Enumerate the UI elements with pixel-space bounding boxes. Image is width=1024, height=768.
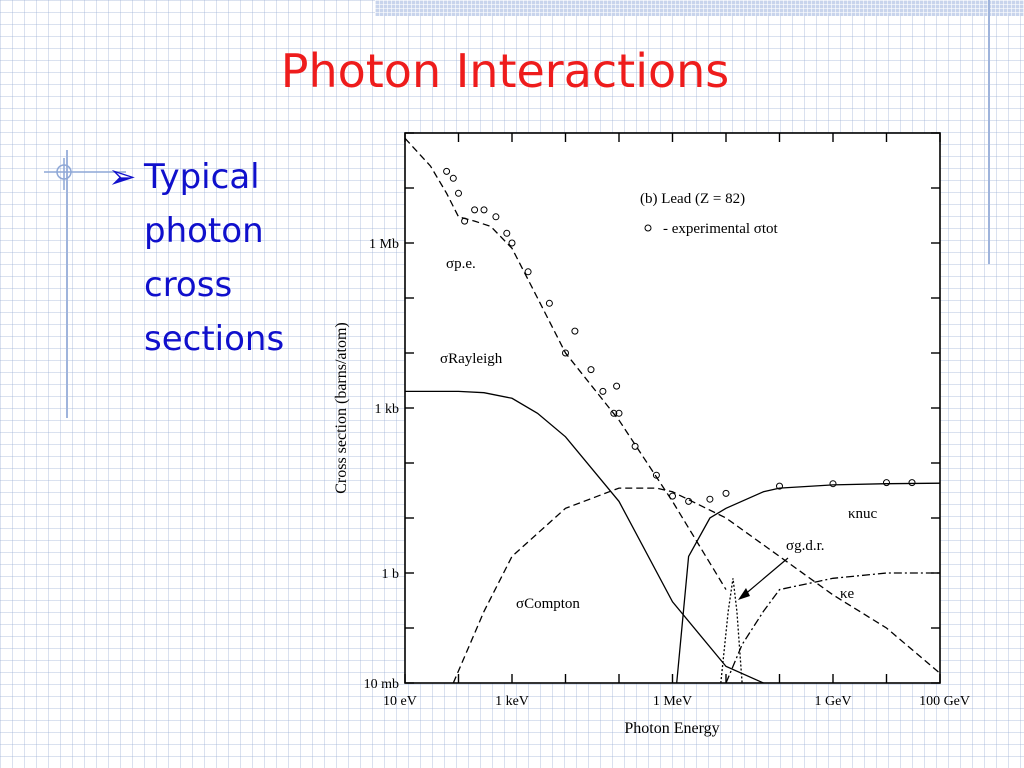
experimental-point bbox=[562, 349, 569, 357]
experimental-point bbox=[883, 479, 890, 487]
series-line bbox=[404, 137, 727, 590]
y-tick-label: 10 mb bbox=[364, 677, 399, 692]
x-tick-label: 10 eV bbox=[383, 694, 417, 709]
experimental-point bbox=[613, 382, 621, 390]
legend-marker bbox=[644, 224, 652, 232]
gdr-pointer-arrowhead bbox=[738, 588, 750, 600]
experimental-point bbox=[776, 482, 783, 490]
experimental-point bbox=[503, 229, 511, 237]
series-line bbox=[676, 482, 941, 684]
experimental-point bbox=[492, 213, 500, 221]
experimental-point bbox=[685, 497, 693, 505]
series-line bbox=[452, 487, 941, 684]
y-axis-title: Cross section (barns/atom) bbox=[333, 322, 350, 494]
bullet-list: ➢ Typical photon cross sections bbox=[40, 140, 330, 380]
gdr-pointer-arrow bbox=[742, 557, 789, 597]
slide-title: Photon Interactions bbox=[280, 44, 730, 98]
experimental-point bbox=[524, 268, 532, 276]
experimental-point bbox=[615, 409, 623, 417]
experimental-point bbox=[599, 387, 607, 395]
series-line bbox=[405, 390, 764, 684]
circle-crosshair-icon bbox=[44, 158, 126, 190]
bullet-line: sections bbox=[144, 319, 285, 359]
decorative-right-line bbox=[988, 0, 990, 264]
x-tick-label: 1 keV bbox=[495, 694, 529, 709]
decorative-top-band bbox=[375, 0, 1024, 16]
annotation-ke: κe bbox=[840, 586, 855, 602]
experimental-point bbox=[706, 495, 714, 503]
y-tick-label: 1 b bbox=[382, 567, 400, 582]
experimental-point bbox=[471, 206, 479, 214]
bullet-line: cross bbox=[144, 265, 233, 305]
y-tick-label: 1 Mb bbox=[369, 237, 399, 252]
y-tick-label: 1 kb bbox=[375, 402, 400, 417]
annotation-gdr: σg.d.r. bbox=[786, 538, 825, 554]
experimental-point bbox=[480, 206, 488, 214]
experimental-point bbox=[587, 366, 595, 374]
experimental-point bbox=[508, 239, 516, 247]
legend-entry: - experimental σtot bbox=[663, 221, 779, 237]
x-axis-title: Photon Energy bbox=[624, 720, 719, 737]
annotation-pe: σp.e. bbox=[446, 256, 476, 272]
bullet-line: Typical bbox=[144, 157, 260, 197]
bullet-text: Typical photon cross sections bbox=[144, 150, 334, 366]
arrow-bullet-icon: ➢ bbox=[108, 158, 137, 196]
experimental-point bbox=[669, 492, 676, 500]
x-tick-label: 1 GeV bbox=[815, 694, 852, 709]
panel-label: (b) Lead (Z = 82) bbox=[640, 191, 745, 207]
experimental-point bbox=[449, 174, 457, 182]
chart-svg: 10 eV 1 keV 1 MeV 1 GeV 100 GeV 1 Mb 1 kb 1 b 10… bbox=[333, 132, 970, 737]
experimental-point bbox=[455, 189, 462, 197]
experimental-point bbox=[545, 299, 553, 307]
experimental-point bbox=[652, 471, 660, 479]
experimental-point bbox=[461, 217, 469, 225]
experimental-point bbox=[829, 480, 837, 488]
annotation-rayleigh: σRayleigh bbox=[440, 351, 503, 367]
bullet-line: photon bbox=[144, 211, 264, 251]
cross-section-chart: 10 eV 1 keV 1 MeV 1 GeV 100 GeV 1 Mb 1 kb 1 b 10… bbox=[318, 118, 978, 748]
experimental-point bbox=[631, 442, 639, 450]
experimental-point bbox=[610, 409, 618, 417]
annotation-knuc: κnuc bbox=[848, 506, 878, 522]
annotation-compton: σCompton bbox=[516, 596, 580, 612]
experimental-point bbox=[908, 479, 916, 487]
experimental-point bbox=[571, 327, 579, 335]
x-tick-label: 100 GeV bbox=[919, 694, 970, 709]
series-line bbox=[725, 572, 940, 684]
experimental-point bbox=[443, 167, 451, 175]
decorative-left-line bbox=[66, 150, 68, 418]
x-tick-label: 1 MeV bbox=[653, 694, 692, 709]
experimental-point bbox=[722, 489, 730, 497]
series-line bbox=[720, 578, 743, 684]
